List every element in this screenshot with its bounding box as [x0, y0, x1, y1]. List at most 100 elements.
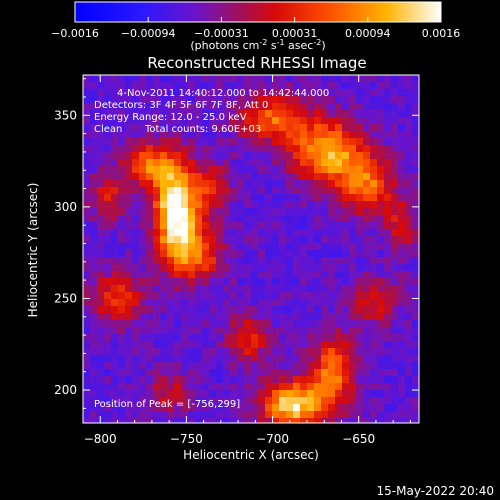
annotation-total-counts: Total counts: 9.60E+03: [144, 124, 261, 135]
heatmap-cell: [83, 131, 90, 138]
heatmap-cell: [384, 271, 391, 278]
heatmap-cell: [90, 208, 97, 215]
heatmap-cell: [314, 138, 321, 145]
heatmap-cell: [258, 145, 265, 152]
heatmap-cell: [195, 257, 202, 264]
heatmap-cell: [342, 180, 349, 187]
heatmap-cell: [174, 327, 181, 334]
heatmap-cell: [258, 82, 265, 89]
heatmap-cell: [167, 96, 174, 103]
heatmap-cell: [279, 278, 286, 285]
heatmap-cell: [300, 411, 307, 418]
heatmap-cell: [202, 327, 209, 334]
heatmap-cell: [160, 187, 167, 194]
heatmap-cell: [237, 96, 244, 103]
heatmap-cell: [118, 215, 125, 222]
heatmap-cell: [335, 208, 342, 215]
heatmap-cell: [104, 229, 111, 236]
heatmap-cell: [258, 411, 265, 418]
heatmap-cell: [349, 208, 356, 215]
heatmap-cell: [342, 299, 349, 306]
heatmap-cell: [363, 145, 370, 152]
heatmap-cell: [167, 173, 174, 180]
heatmap-cell: [230, 159, 237, 166]
heatmap-cell: [125, 257, 132, 264]
heatmap-cell: [111, 390, 118, 397]
heatmap-cell: [370, 173, 377, 180]
heatmap-cell: [167, 89, 174, 96]
heatmap-cell: [202, 271, 209, 278]
heatmap-cell: [153, 271, 160, 278]
heatmap-cell: [349, 173, 356, 180]
heatmap-cell: [251, 278, 258, 285]
heatmap-cell: [167, 103, 174, 110]
annotation-detectors: Detectors: 3F 4F 5F 6F 7F 8F, Att 0: [94, 100, 268, 111]
heatmap-cell: [181, 257, 188, 264]
heatmap-cell: [153, 82, 160, 89]
heatmap-cell: [412, 215, 419, 222]
heatmap-cell: [363, 152, 370, 159]
heatmap-cell: [223, 355, 230, 362]
heatmap-cell: [223, 271, 230, 278]
heatmap-cell: [188, 229, 195, 236]
heatmap-cell: [160, 75, 167, 82]
heatmap-cell: [167, 82, 174, 89]
heatmap-cell: [370, 82, 377, 89]
heatmap-cell: [167, 145, 174, 152]
heatmap-cell: [97, 194, 104, 201]
heatmap-cell: [132, 404, 139, 411]
heatmap-cell: [132, 236, 139, 243]
heatmap-cell: [251, 397, 258, 404]
heatmap-cell: [132, 376, 139, 383]
heatmap-cell: [188, 82, 195, 89]
heatmap-cell: [118, 152, 125, 159]
heatmap-cell: [132, 166, 139, 173]
heatmap-cell: [272, 82, 279, 89]
heatmap-cell: [265, 159, 272, 166]
heatmap-cell: [202, 110, 209, 117]
heatmap-cell: [132, 348, 139, 355]
heatmap-cell: [342, 404, 349, 411]
heatmap-cell: [90, 334, 97, 341]
heatmap-cell: [174, 243, 181, 250]
heatmap-cell: [370, 201, 377, 208]
heatmap-cell: [328, 250, 335, 257]
heatmap-cell: [398, 271, 405, 278]
heatmap-cell: [181, 75, 188, 82]
heatmap-cell: [167, 292, 174, 299]
heatmap-cell: [335, 348, 342, 355]
heatmap-cell: [139, 152, 146, 159]
heatmap-cell: [293, 271, 300, 278]
heatmap-cell: [321, 124, 328, 131]
heatmap-cell: [195, 334, 202, 341]
heatmap-cell: [314, 201, 321, 208]
heatmap-cell: [363, 229, 370, 236]
heatmap-cell: [349, 369, 356, 376]
heatmap-cell: [230, 404, 237, 411]
heatmap-cell: [83, 215, 90, 222]
heatmap-cell: [202, 411, 209, 418]
heatmap-cell: [223, 299, 230, 306]
heatmap-cell: [139, 187, 146, 194]
heatmap-cell: [293, 418, 300, 423]
heatmap-cell: [265, 166, 272, 173]
heatmap-cell: [216, 390, 223, 397]
heatmap-cell: [307, 187, 314, 194]
heatmap-cell: [370, 208, 377, 215]
heatmap-cell: [356, 215, 363, 222]
heatmap-cell: [230, 383, 237, 390]
heatmap-cell: [90, 215, 97, 222]
heatmap-cell: [160, 250, 167, 257]
heatmap-cell: [209, 250, 216, 257]
heatmap-cell: [272, 201, 279, 208]
heatmap-cell: [251, 404, 258, 411]
heatmap-cell: [174, 117, 181, 124]
heatmap-cell: [314, 257, 321, 264]
heatmap-cell: [153, 418, 160, 423]
heatmap-cell: [90, 369, 97, 376]
heatmap-cell: [160, 159, 167, 166]
heatmap-cell: [202, 341, 209, 348]
heatmap-cell: [342, 397, 349, 404]
heatmap-cell: [279, 159, 286, 166]
heatmap-cell: [160, 306, 167, 313]
